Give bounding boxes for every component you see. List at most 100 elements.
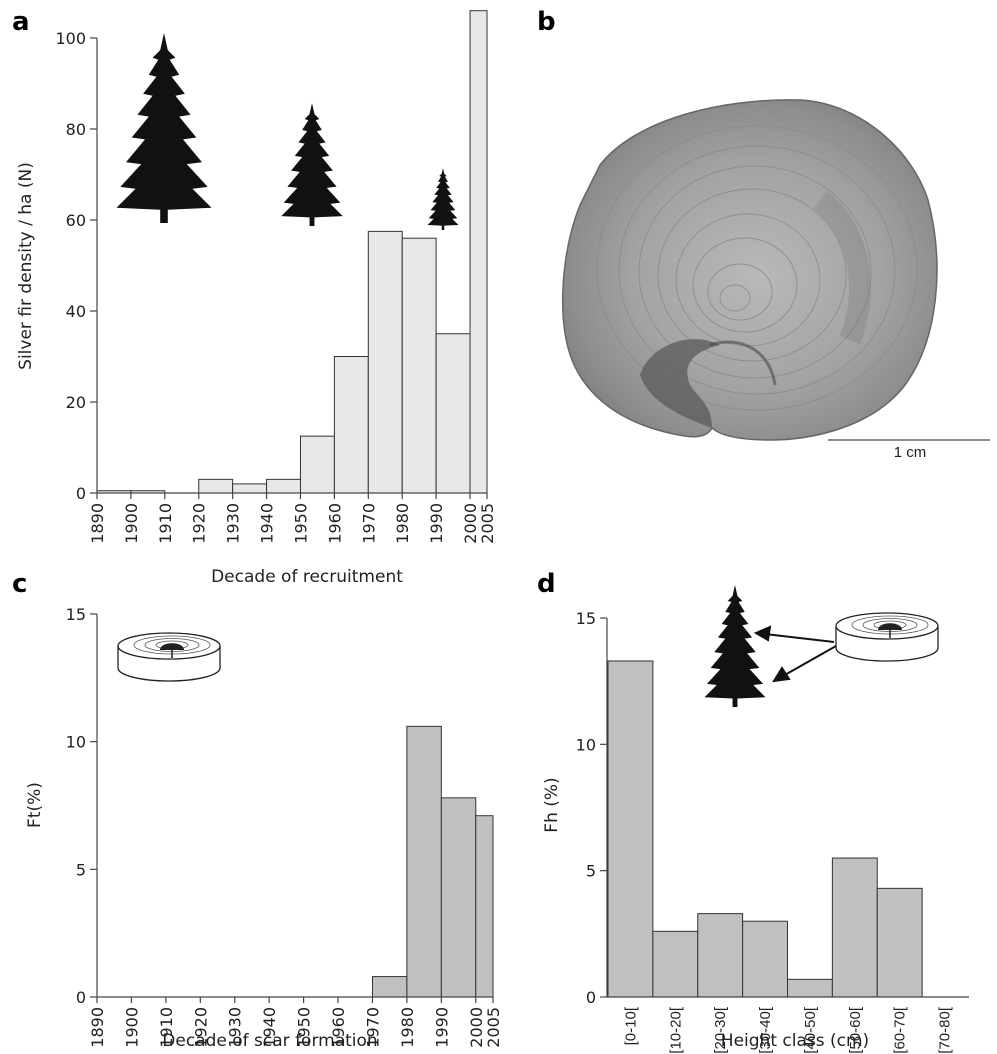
x-tick-label: [30-40[ [757, 1006, 774, 1054]
x-tick-label: [10-20[ [667, 1006, 684, 1054]
panel-d-bars [607, 660, 923, 998]
panel-label-a: a [12, 7, 30, 37]
x-tick-label: 2005 [478, 503, 497, 544]
x-tick-label: [60-70[ [892, 1006, 909, 1054]
x-tick-label: 1940 [258, 503, 277, 544]
y-tick-label: 20 [66, 393, 86, 412]
growth-rings [596, 125, 918, 411]
bar [440, 797, 477, 998]
scale-bar-label: 1 cm [894, 444, 927, 461]
pointer-arrows [753, 625, 837, 683]
x-tick-label: [70-80[ [937, 1006, 954, 1054]
y-tick-label: 5 [76, 860, 86, 879]
x-tick-label: 1920 [191, 1007, 210, 1048]
y-tick-label: 10 [66, 733, 86, 752]
small-fir-icon [427, 168, 459, 230]
panel-d-x-axis-title: Height class (cm) [721, 1031, 869, 1051]
x-tick-label: 1920 [190, 503, 209, 544]
x-tick-label: [50-60[ [847, 1006, 864, 1054]
bar [607, 660, 654, 998]
tall-fir-icon [116, 33, 212, 223]
y-tick-label: 0 [76, 988, 86, 1007]
x-tick-label: 1910 [156, 503, 175, 544]
x-tick-label: 1900 [122, 503, 141, 544]
y-tick-label: 40 [66, 302, 86, 321]
bar [697, 913, 744, 998]
x-tick-label: 1900 [122, 1007, 141, 1048]
y-tick-label: 15 [66, 605, 86, 624]
panel-c-y-axis-title: Ft(%) [25, 782, 45, 828]
y-tick-label: 80 [66, 120, 86, 139]
panel-a-x-ticks: 1890 1900 1910 1920 1930 1940 1950 1960 1970 1980… [88, 493, 497, 544]
x-tick-label: 1990 [432, 1007, 451, 1048]
panel-label-c: c [12, 569, 27, 599]
x-tick-label: 1970 [363, 1007, 382, 1048]
tree-disc-icon [117, 632, 221, 682]
panel-b: b 1 cm [537, 7, 990, 461]
panel-a-x-axis-title: Decade of recruitment [211, 567, 403, 587]
bar [266, 478, 301, 494]
x-tick-label: [0-10[ [622, 1006, 639, 1045]
bar [232, 483, 268, 494]
panel-d-x-ticks: [0-10[[10-20[[20-30[[30-40[[40-50[[50-60… [622, 1006, 953, 1054]
x-tick-label: 1960 [329, 1007, 348, 1048]
panel-c-y-ticks: 0 5 10 15 [66, 605, 97, 1007]
x-tick-label: 2000 [461, 503, 480, 544]
y-tick-label: 0 [76, 484, 86, 503]
bar [198, 478, 234, 494]
panel-c-bars [371, 725, 494, 998]
panel-d: d 0 5 10 15 [0-10[[10-20[[20-30[[30-40[[40-… [537, 569, 969, 1054]
panel-c-x-ticks: 1890 1900 1910 1920 1930 1940 1950 1960 1970 1980… [88, 997, 503, 1048]
panel-c-x-axis-title: Decade of scar formation [162, 1031, 377, 1051]
x-tick-label: 1910 [157, 1007, 176, 1048]
tree-disc-icon [835, 612, 939, 662]
x-tick-label: 1970 [359, 503, 378, 544]
y-tick-label: 0 [586, 988, 596, 1007]
y-tick-label: 100 [55, 29, 86, 48]
x-tick-label: 2005 [484, 1007, 503, 1048]
bar [742, 920, 788, 998]
bar [435, 333, 471, 494]
y-tick-label: 5 [586, 862, 596, 881]
x-tick-label: 2000 [467, 1007, 486, 1048]
x-tick-label: 1990 [427, 503, 446, 544]
y-tick-label: 60 [66, 211, 86, 230]
y-tick-label: 10 [576, 735, 596, 754]
wood-disc-photo [561, 99, 938, 441]
x-tick-label: 1930 [226, 1007, 245, 1048]
bar [787, 978, 833, 998]
bar [371, 976, 408, 998]
bar [831, 857, 878, 998]
bar [406, 725, 442, 998]
wound-scar [640, 339, 720, 428]
x-tick-label: 1890 [88, 503, 107, 544]
panel-d-y-ticks: 0 5 10 15 [576, 609, 607, 1007]
bar [367, 230, 403, 494]
bar [401, 237, 437, 494]
x-tick-label: 1960 [325, 503, 344, 544]
x-tick-label: 1950 [295, 1007, 314, 1048]
x-tick-label: 1980 [393, 503, 412, 544]
x-tick-label: 1950 [291, 503, 310, 544]
bar [876, 887, 923, 998]
panel-label-b: b [537, 7, 556, 37]
bar [652, 930, 699, 998]
x-tick-label: 1890 [88, 1007, 107, 1048]
fir-sapling-icon [704, 585, 766, 707]
bar [475, 815, 494, 998]
x-tick-label: 1930 [224, 503, 243, 544]
bar [333, 356, 369, 494]
panel-c: c 0 5 10 15 1890 1900 1910 1920 1930 1940 1950 196… [12, 569, 503, 1051]
panel-a-y-ticks: 0 20 40 60 80 100 [55, 29, 97, 503]
panel-d-y-axis-title: Fh (%) [542, 777, 562, 832]
x-tick-label: 1940 [260, 1007, 279, 1048]
medium-fir-icon [281, 103, 343, 226]
panel-a-y-axis-title: Silver fir density / ha (N) [16, 162, 36, 370]
bar [469, 10, 488, 494]
bar [299, 435, 335, 494]
x-tick-label: [20-30[ [712, 1006, 729, 1054]
y-tick-label: 15 [576, 609, 596, 628]
x-tick-label: 1980 [398, 1007, 417, 1048]
